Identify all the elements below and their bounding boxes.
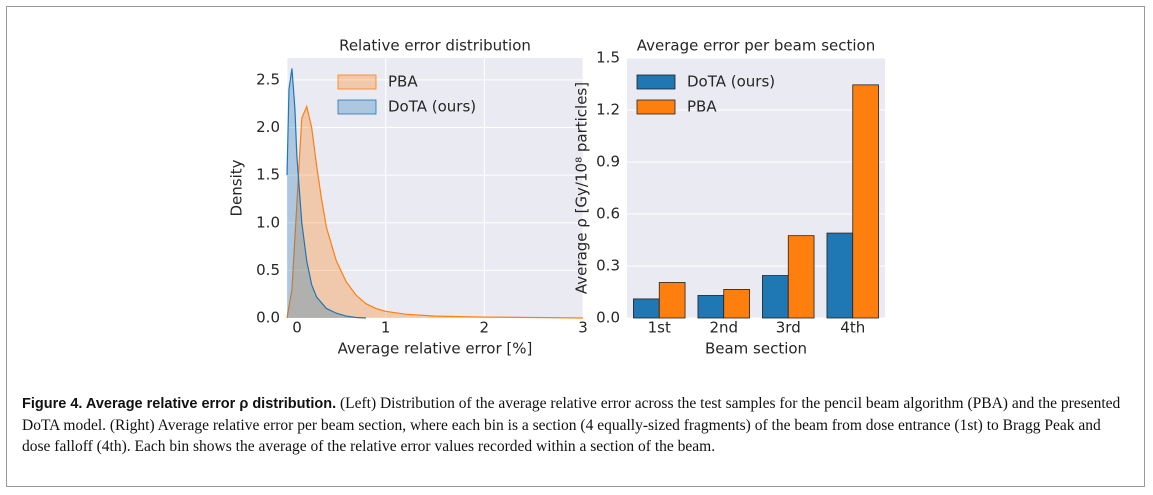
- x-tick-label: 3rd: [776, 319, 801, 337]
- caption-label: Figure 4. Average relative error ρ distr…: [22, 396, 337, 412]
- density-line: [286, 104, 584, 319]
- density-fill: [287, 68, 366, 318]
- legend-swatch: [636, 99, 676, 115]
- legend-swatch: [337, 74, 377, 90]
- y-tick-label: 0.0: [256, 309, 280, 327]
- y-tick-label: 0.0: [596, 309, 620, 327]
- chart-title: Relative error distribution: [339, 37, 531, 55]
- x-tick-label: 1: [381, 319, 391, 337]
- x-axis-label: Beam section: [705, 340, 807, 358]
- bar: [762, 275, 789, 319]
- y-tick-label: 1.2: [596, 101, 620, 119]
- x-tick-label: 4th: [840, 319, 865, 337]
- x-tick-label: 2nd: [709, 319, 738, 337]
- caption: Figure 4. Average relative error ρ distr…: [22, 393, 1132, 457]
- legend-label: PBA: [388, 73, 418, 91]
- y-tick-label: 0.9: [596, 153, 620, 171]
- bar: [697, 295, 725, 319]
- bar: [723, 288, 750, 319]
- x-tick-label: 3: [578, 319, 588, 337]
- y-tick-label: 1.0: [256, 213, 280, 231]
- y-tick-label: 0.5: [256, 261, 280, 279]
- y-tick-label: 2.5: [256, 70, 280, 88]
- bar: [852, 84, 879, 319]
- y-tick-label: 0.3: [596, 257, 620, 275]
- density-line: [286, 68, 366, 319]
- charts: Relative error distribution Average relat…: [228, 37, 885, 358]
- y-tick-label: 1.5: [596, 49, 620, 67]
- bar: [658, 282, 686, 319]
- x-axis-label: Average relative error [%]: [338, 340, 533, 358]
- bar: [787, 235, 815, 319]
- legend-swatch: [636, 74, 676, 90]
- y-tick-label: 0.6: [596, 205, 620, 223]
- x-tick-label: 2: [480, 319, 490, 337]
- legend-label: DoTA (ours): [388, 98, 476, 116]
- y-tick-label: 1.5: [256, 166, 280, 184]
- chart-title: Average error per beam section: [637, 37, 875, 55]
- legend-label: PBA: [687, 98, 717, 116]
- y-axis-label: Density: [228, 159, 246, 216]
- caption-text: (Left) Distribution of the average relat…: [22, 395, 1121, 455]
- y-axis-label: Average ρ [Gy/10⁸ particles]: [573, 82, 591, 294]
- x-tick-label: 0: [292, 319, 302, 337]
- legend-label: DoTA (ours): [687, 73, 775, 91]
- figure-frame: [6, 6, 1145, 487]
- bar: [633, 298, 660, 319]
- y-tick-label: 2.0: [256, 118, 280, 136]
- plot-background: [287, 58, 583, 318]
- bar: [826, 232, 854, 319]
- legend-swatch: [337, 99, 377, 115]
- x-tick-label: 1st: [648, 319, 671, 337]
